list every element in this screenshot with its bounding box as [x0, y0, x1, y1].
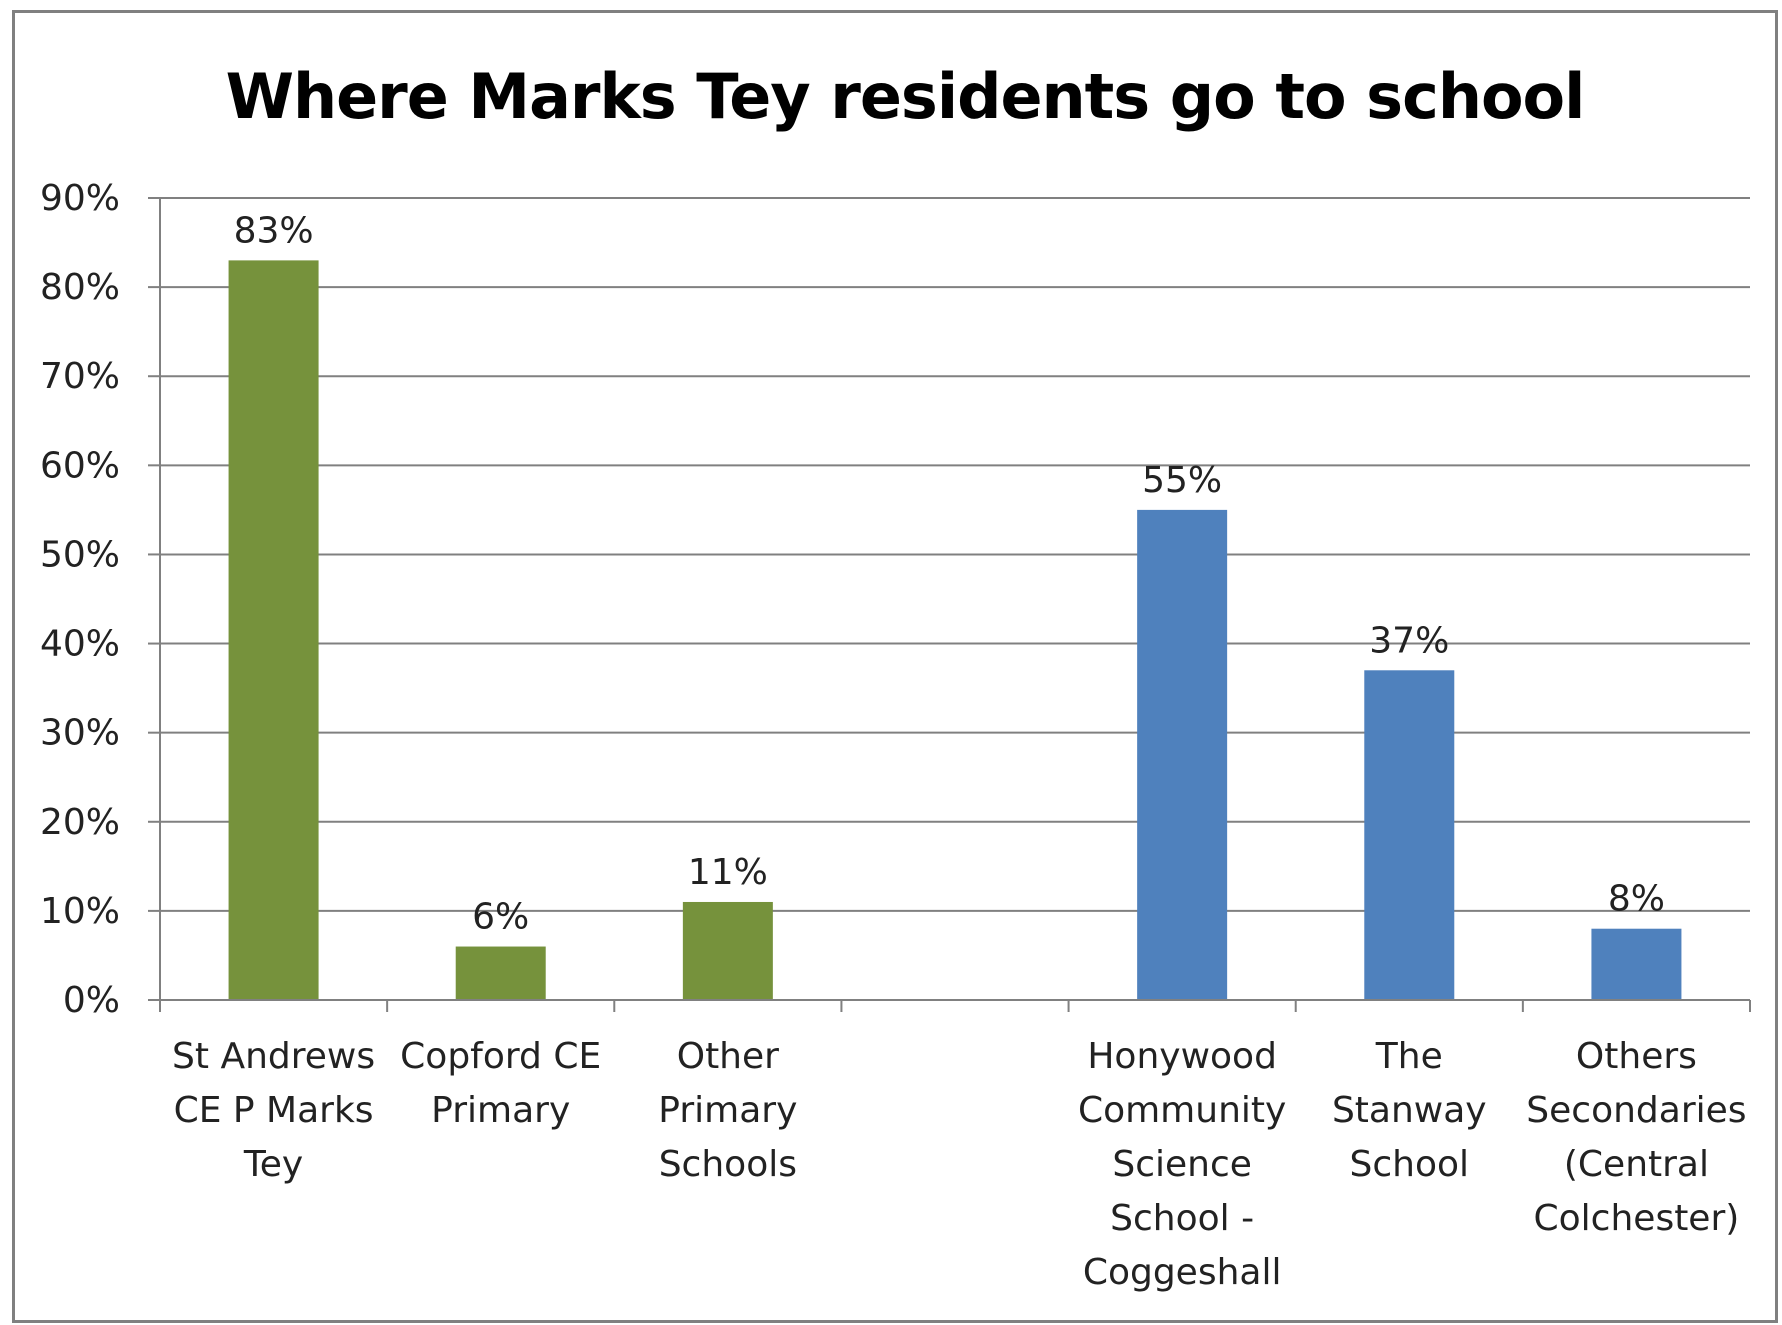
- y-tick-label: 30%: [40, 713, 120, 754]
- category-label: Science: [1112, 1144, 1252, 1185]
- data-label: 83%: [234, 210, 314, 251]
- y-tick-label: 50%: [40, 534, 120, 575]
- category-label: School: [1350, 1144, 1470, 1185]
- category-label: Tey: [243, 1144, 303, 1185]
- category-label: School -: [1110, 1198, 1254, 1239]
- category-label: Colchester): [1534, 1198, 1740, 1239]
- chart-title: Where Marks Tey residents go to school: [226, 60, 1585, 133]
- y-tick-label: 0%: [63, 980, 120, 1021]
- y-tick-label: 90%: [40, 178, 120, 219]
- category-label: Primary: [431, 1090, 570, 1131]
- category-label: Stanway: [1332, 1090, 1487, 1131]
- bar: [455, 946, 546, 1000]
- y-axis: 0% 10% 20% 30% 40% 50% 60% 70% 80% 90%: [40, 178, 161, 1021]
- gridlines: [160, 197, 1750, 912]
- y-tick-label: 20%: [40, 802, 120, 843]
- category-label: Secondaries: [1526, 1090, 1746, 1131]
- y-tick-label: 70%: [40, 356, 120, 397]
- category-label: Primary: [658, 1090, 797, 1131]
- category-label: Others: [1576, 1036, 1697, 1077]
- bar: [1364, 670, 1455, 1000]
- category-label: Copford CE: [400, 1036, 601, 1077]
- category-label: Community: [1078, 1090, 1286, 1131]
- bar: [228, 260, 319, 1000]
- data-label: 55%: [1142, 460, 1222, 501]
- category-label: Honywood: [1087, 1036, 1277, 1077]
- y-tick-label: 40%: [40, 624, 120, 665]
- y-tick-label: 80%: [40, 267, 120, 308]
- category-label: Schools: [659, 1144, 797, 1185]
- category-label: CE P Marks: [174, 1090, 374, 1131]
- category-label: (Central: [1564, 1144, 1709, 1185]
- category-label: St Andrews: [172, 1036, 375, 1077]
- y-tick-label: 10%: [40, 891, 120, 932]
- category-label: The: [1375, 1036, 1443, 1077]
- y-tick-label: 60%: [40, 445, 120, 486]
- bar: [1137, 509, 1228, 1000]
- data-label: 37%: [1369, 620, 1449, 661]
- data-label: 11%: [688, 852, 768, 893]
- data-label: 8%: [1608, 879, 1665, 920]
- bar: [1591, 928, 1682, 1000]
- bars: 83% 6% 11% 55% 37% 8%: [228, 210, 1682, 1000]
- bar: [682, 901, 773, 1000]
- category-label: Coggeshall: [1083, 1252, 1282, 1293]
- x-axis: St Andrews CE P Marks Tey Copford CE Primary…: [159, 999, 1751, 1293]
- category-label: Other: [677, 1036, 779, 1077]
- data-label: 6%: [472, 897, 529, 938]
